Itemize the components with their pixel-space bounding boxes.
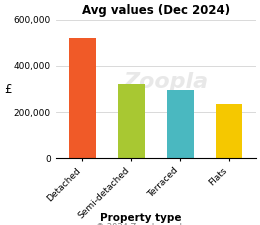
Text: Zoopla: Zoopla [123, 72, 208, 92]
Y-axis label: £: £ [4, 83, 12, 96]
Title: Avg values (Dec 2024): Avg values (Dec 2024) [82, 4, 230, 17]
Text: Property type: Property type [100, 213, 181, 223]
Text: © 2024 Zoopla.co.uk: © 2024 Zoopla.co.uk [96, 223, 185, 225]
Bar [167, 90, 193, 158]
Bar [118, 84, 145, 158]
Bar [216, 104, 242, 158]
Bar [69, 38, 96, 158]
